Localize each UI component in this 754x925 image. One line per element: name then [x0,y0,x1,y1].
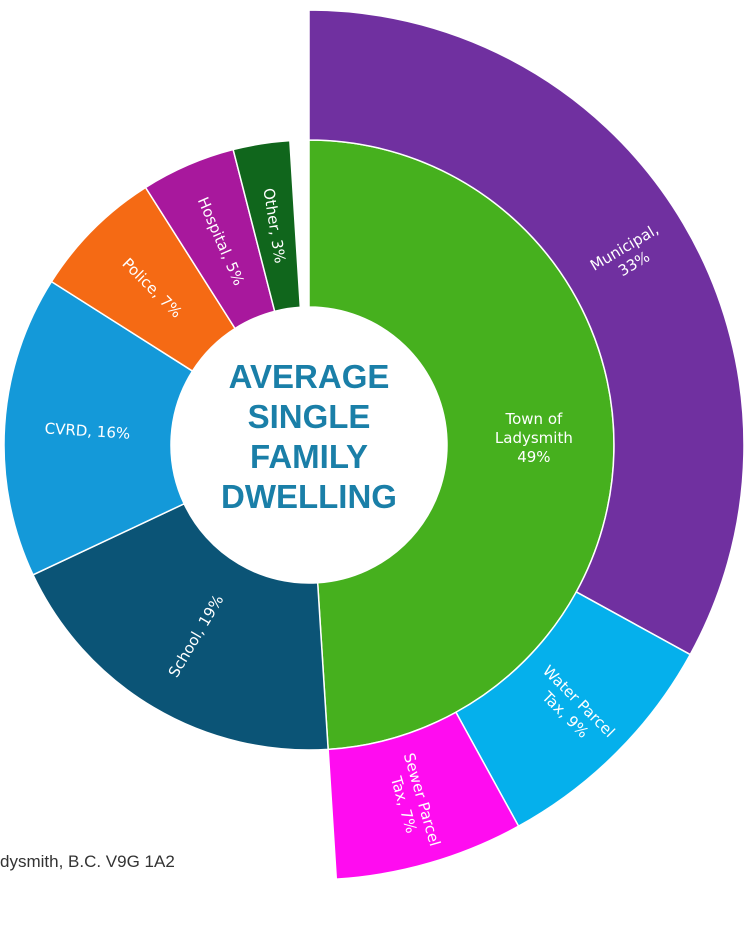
center-title-line-4: DWELLING [221,478,397,515]
center-title-line-2: SINGLE [248,398,371,435]
label-line: Ladysmith [495,429,573,447]
outer-ring [308,9,745,880]
footer-address: dysmith, B.C. V9G 1A2 [0,852,175,871]
label-cvrd: CVRD, 16% [44,419,131,442]
slice-sewer-parcel-tax [327,711,520,880]
center-title-line-3: FAMILY [250,438,368,475]
label-town-of-ladysmith: Town of Ladysmith 49% [495,410,573,466]
label-line: Town of [504,410,563,428]
inner-ring [3,139,615,751]
label-line: 49% [517,448,550,466]
slice-municipal [308,9,745,656]
center-disc [171,307,447,583]
center-title-line-1: AVERAGE [229,358,390,395]
label-line: CVRD, 16% [44,419,131,442]
